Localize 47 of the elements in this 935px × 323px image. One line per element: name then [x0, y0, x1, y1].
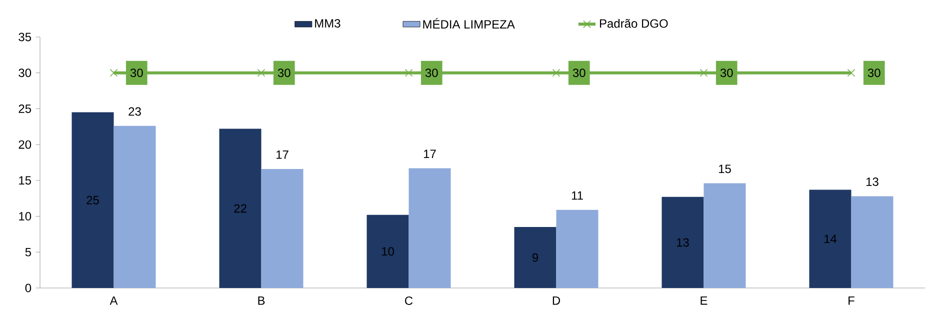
bar	[704, 183, 746, 288]
bar	[219, 128, 262, 288]
data-label: 13	[676, 238, 689, 247]
y-tick-label: 0	[25, 284, 32, 292]
data-label: 17	[276, 150, 288, 159]
bar	[514, 227, 556, 288]
bar	[366, 214, 409, 288]
bar	[114, 126, 156, 288]
data-label: 30	[868, 68, 880, 78]
data-label: 11	[572, 191, 583, 200]
data-label: 10	[382, 247, 394, 256]
data-label: 13	[866, 178, 878, 186]
bar	[851, 196, 894, 288]
bar	[72, 112, 114, 288]
x-tick-label: C	[405, 296, 413, 305]
y-tick-label: 5	[25, 248, 32, 256]
bar	[809, 190, 852, 288]
data-label: 9	[532, 253, 538, 262]
data-label: 30	[130, 68, 143, 78]
data-label: 25	[86, 196, 99, 204]
x-tick-label: D	[552, 296, 560, 305]
y-tick-label: 35	[18, 32, 32, 42]
data-label: 23	[128, 107, 141, 116]
bar	[556, 210, 598, 288]
data-label: 14	[824, 234, 837, 243]
y-tick-label: 15	[19, 176, 32, 185]
y-tick-label: 20	[18, 140, 32, 149]
x-tick-label: F	[848, 296, 854, 305]
legend-label: MM3	[315, 19, 340, 28]
y-tick-label: 10	[19, 212, 32, 221]
bar	[408, 168, 451, 288]
data-label: 22	[234, 204, 246, 213]
x-tick-label: B	[258, 296, 265, 305]
data-label: 30	[425, 68, 438, 78]
legend-label: MÉDIA LIMPEZA	[423, 18, 515, 28]
x-tick-label: E	[700, 296, 708, 305]
bar	[662, 196, 704, 288]
x-tick-label: A	[110, 296, 118, 305]
legend-label: Padrão DGO	[600, 18, 668, 28]
data-label: 17	[424, 150, 436, 158]
y-tick-label: 30	[18, 68, 32, 78]
data-label: 30	[278, 68, 290, 78]
data-label: 15	[718, 164, 731, 174]
data-label: 30	[572, 68, 586, 78]
bar	[261, 168, 304, 288]
data-label: 30	[720, 68, 733, 78]
y-tick-label: 25	[18, 104, 32, 113]
